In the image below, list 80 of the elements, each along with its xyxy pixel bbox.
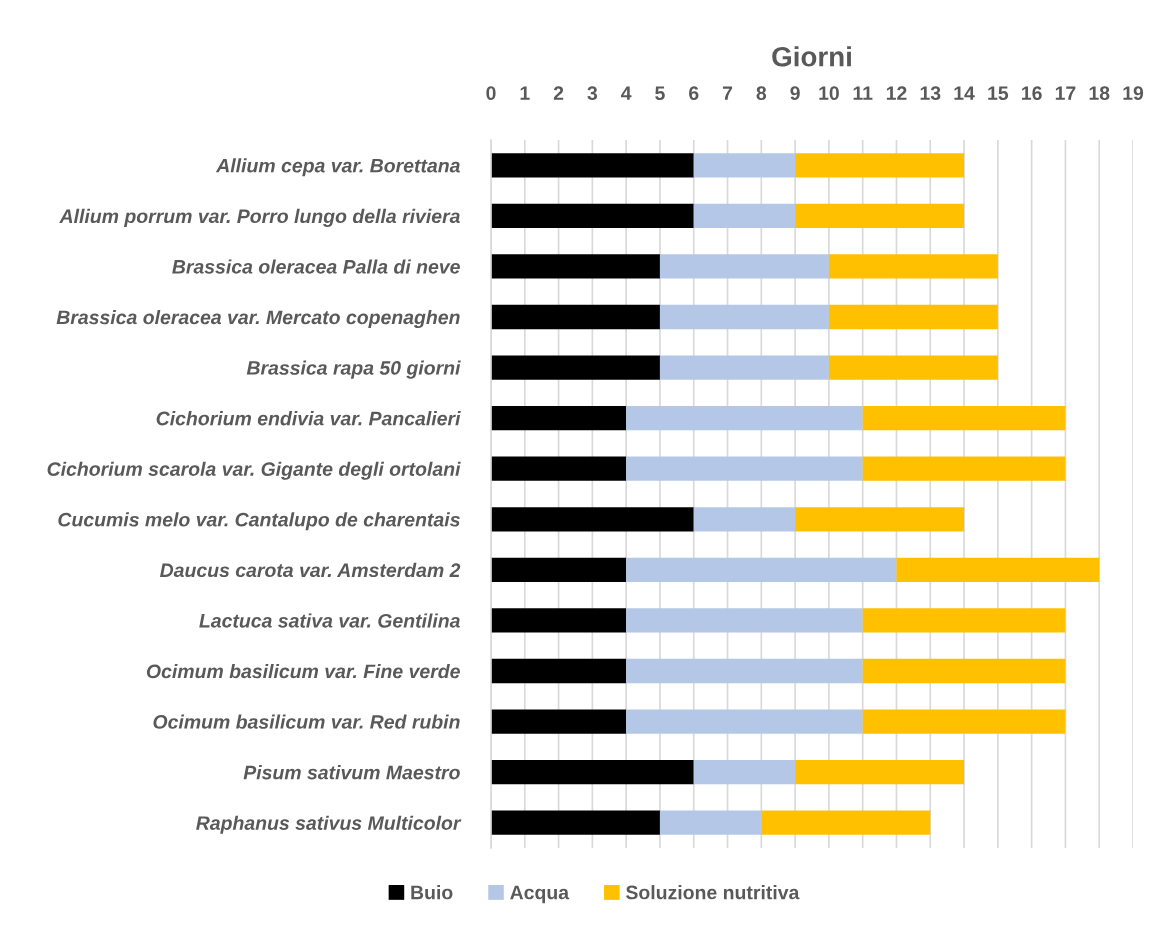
bar (659, 810, 762, 835)
bar (491, 254, 660, 279)
y-tick-label: Cucumis melo var. Cantalupo de charentais (58, 512, 460, 531)
bar (626, 608, 863, 633)
bar (626, 709, 863, 734)
y-tick-label: Allium porrum var. Porro lungo della riviera (59, 208, 460, 227)
x-tick-label: 13 (920, 86, 941, 101)
bar (761, 810, 931, 835)
legend-label: Buio (411, 885, 453, 900)
bar (659, 355, 829, 380)
bar (862, 709, 1066, 734)
bar (491, 810, 660, 835)
legend-label: Soluzione nutritiva (625, 885, 800, 900)
bar (491, 153, 694, 178)
x-tick-label: 17 (1055, 86, 1076, 100)
bar (828, 304, 998, 330)
x-tick-label: 3 (587, 86, 598, 101)
y-tick-label: Brassica oleracea Palla di neve (172, 259, 460, 274)
x-tick-label: 4 (621, 86, 632, 100)
y-tick-label: Lactuca sativa var. Gentilina (199, 613, 460, 628)
bar (659, 254, 829, 279)
bar (828, 355, 998, 380)
y-tick-label: Brassica oleracea var. Mercato copenaghen (56, 309, 460, 329)
x-tick-label: 12 (886, 86, 907, 100)
y-tick-label: Daucus carota var. Amsterdam 2 (160, 562, 461, 578)
x-tick-label: 14 (954, 86, 975, 100)
x-tick-label: 8 (756, 86, 767, 101)
y-tick-label: Ocimum basilicum var. Fine verde (146, 663, 460, 679)
x-tick-label: 18 (1089, 86, 1110, 101)
x-tick-label: 15 (988, 86, 1009, 101)
x-tick-label: 7 (722, 86, 733, 100)
x-tick-label: 16 (1022, 86, 1042, 101)
bar (862, 658, 1066, 684)
bar (491, 507, 694, 532)
y-tick-label: Brassica rapa 50 giorni (246, 360, 461, 379)
bar (795, 203, 965, 228)
bar (626, 456, 863, 481)
bar (491, 760, 694, 785)
bar (795, 153, 965, 178)
bar (626, 406, 863, 431)
x-axis-title: Giorni (772, 46, 851, 67)
bar (693, 153, 796, 178)
bar (491, 203, 694, 228)
x-tick-label: 11 (853, 86, 873, 100)
bar (862, 456, 1066, 481)
bar (795, 760, 965, 785)
x-tick-label: 10 (819, 86, 839, 101)
bar (491, 557, 627, 582)
bar (896, 557, 1100, 582)
x-tick-label: 1 (520, 86, 530, 100)
bar (862, 406, 1066, 431)
x-tick-label: 9 (790, 86, 800, 101)
bar (491, 406, 627, 431)
y-tick-label: Cichorium endivia var. Pancalieri (156, 411, 461, 426)
bar (862, 608, 1066, 633)
y-tick-label: Ocimum basilicum var. Red rubin (153, 714, 460, 729)
y-tick-label: Raphanus sativus Multicolor (196, 815, 462, 834)
bar (693, 760, 796, 785)
bar (491, 355, 660, 380)
bar (491, 709, 627, 734)
x-tick-label: 5 (655, 86, 665, 101)
bar (491, 456, 627, 481)
y-tick-label: Pisum sativum Maestro (243, 765, 460, 780)
bar (693, 203, 796, 228)
bar (659, 304, 829, 330)
bar (693, 507, 796, 532)
bar (491, 658, 627, 684)
bar (491, 608, 627, 633)
y-tick-label: Allium cepa var. Borettana (215, 158, 460, 177)
x-tick-label: 2 (553, 86, 564, 100)
bar (626, 557, 897, 582)
legend-label: Acqua (510, 885, 570, 904)
x-tick-label: 19 (1123, 86, 1144, 101)
x-tick-label: 0 (486, 86, 496, 101)
bar (491, 304, 660, 330)
bar (795, 507, 965, 532)
y-tick-label: Cichorium scarola var. Gigante degli ortolani (47, 461, 461, 480)
x-tick-label: 6 (689, 86, 699, 101)
bar (626, 658, 863, 684)
bar (828, 254, 998, 279)
